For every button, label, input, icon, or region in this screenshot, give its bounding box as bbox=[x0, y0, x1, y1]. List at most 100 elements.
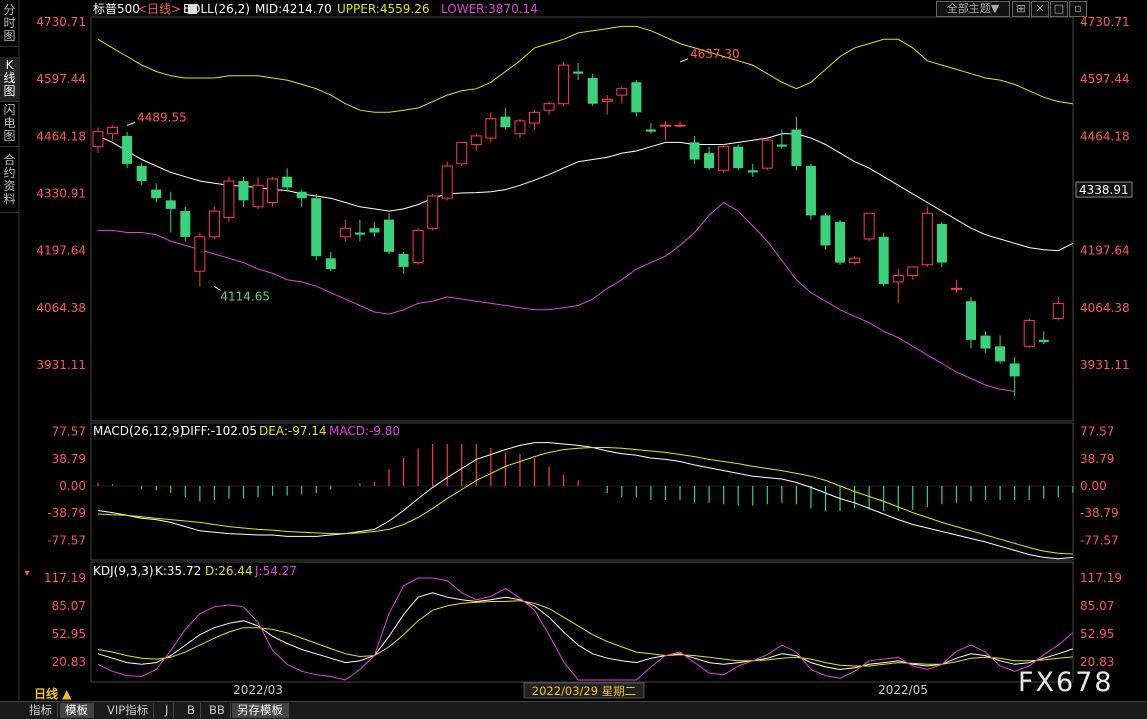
candle-body-up[interactable] bbox=[194, 236, 206, 272]
header-upper: UPPER:4559.26 bbox=[337, 2, 429, 16]
tab-vip-indicator[interactable]: VIP指标 bbox=[102, 703, 155, 718]
candle-body-up[interactable] bbox=[529, 111, 540, 124]
current-price-box bbox=[1075, 181, 1133, 198]
candle-body-up[interactable] bbox=[485, 118, 497, 139]
candle-body-down[interactable] bbox=[1009, 363, 1020, 377]
candle-body-up[interactable] bbox=[252, 184, 264, 208]
candle-body-down[interactable] bbox=[500, 116, 511, 128]
tab-k-chart[interactable]: K线图 bbox=[0, 57, 19, 102]
macd-axis-tick-right: -38.79 bbox=[1080, 506, 1119, 520]
candle-body-down[interactable] bbox=[776, 144, 787, 147]
candle-body-up[interactable] bbox=[659, 124, 671, 127]
candle-body-down[interactable] bbox=[820, 215, 831, 246]
boll-upper-line bbox=[97, 25, 1073, 113]
candle-body-down[interactable] bbox=[747, 170, 758, 173]
candle-body-up[interactable] bbox=[267, 178, 279, 203]
grid-icon[interactable]: ⊞ bbox=[1012, 1, 1030, 17]
candle-body-up[interactable] bbox=[849, 257, 861, 264]
tab-bb[interactable]: BB bbox=[204, 703, 231, 718]
candle-body-up[interactable] bbox=[1023, 320, 1035, 347]
candle-body-down[interactable] bbox=[936, 223, 947, 263]
candle-body-down[interactable] bbox=[878, 236, 889, 285]
candle-body-down[interactable] bbox=[151, 189, 162, 199]
candle-body-up[interactable] bbox=[907, 266, 919, 276]
candle-body-down[interactable] bbox=[384, 219, 394, 252]
candle-body-down[interactable] bbox=[136, 165, 147, 182]
candle-body-down[interactable] bbox=[587, 77, 598, 104]
header-lower: LOWER:3870.14 bbox=[441, 2, 538, 16]
tab-b[interactable]: B bbox=[182, 703, 201, 718]
candle-body-down[interactable] bbox=[966, 301, 976, 340]
candle-body-down[interactable] bbox=[325, 258, 336, 270]
tab-indicator[interactable]: 指标 bbox=[24, 703, 58, 718]
candle-body-up[interactable] bbox=[558, 64, 570, 105]
cursor-date-label: 2022/03/29 星期二 bbox=[532, 684, 636, 698]
tab-time-chart[interactable]: 分时图 bbox=[0, 2, 19, 47]
candle-body-up[interactable] bbox=[107, 126, 119, 135]
candle-body-up[interactable] bbox=[543, 103, 555, 111]
candle-body-down[interactable] bbox=[165, 200, 176, 209]
candle-body-up[interactable] bbox=[456, 141, 468, 165]
current-price-label: 4338.91 bbox=[1079, 183, 1129, 197]
candle-body-down[interactable] bbox=[631, 82, 642, 113]
tab-j[interactable]: J bbox=[160, 703, 175, 718]
candle-body-up[interactable] bbox=[674, 124, 686, 127]
indicator-icon bbox=[188, 4, 197, 14]
candle-body-down[interactable] bbox=[296, 191, 307, 199]
candle-body-up[interactable] bbox=[427, 195, 439, 229]
candle-body-up[interactable] bbox=[514, 120, 526, 135]
period-selector[interactable]: 日线 ▲ bbox=[34, 687, 72, 701]
kdj-menu-icon: ▾ bbox=[24, 568, 29, 579]
candle-body-up[interactable] bbox=[339, 227, 351, 238]
boll-lower-line bbox=[98, 201, 1015, 392]
candle-body-down[interactable] bbox=[282, 176, 293, 188]
kdj-axis-tick-left: 85.07 bbox=[52, 599, 86, 613]
candle-body-down[interactable] bbox=[354, 232, 365, 235]
candle-body-down[interactable] bbox=[645, 129, 656, 132]
candle-body-down[interactable] bbox=[689, 142, 700, 160]
square-icon[interactable]: □ bbox=[1050, 1, 1068, 17]
candle-body-up[interactable] bbox=[863, 212, 875, 240]
candle-body-down[interactable] bbox=[398, 254, 409, 267]
candle-body-up[interactable] bbox=[718, 146, 730, 171]
candle-body-down[interactable] bbox=[805, 165, 816, 216]
candle-body-down[interactable] bbox=[369, 228, 380, 233]
watermark-logo: FX678 bbox=[1018, 667, 1114, 698]
candle-body-up[interactable] bbox=[601, 98, 613, 103]
candle-body-down[interactable] bbox=[180, 211, 191, 237]
candle-body-up[interactable] bbox=[208, 210, 220, 238]
price-axis-tick-left: 4597.44 bbox=[36, 72, 86, 86]
candle-body-down[interactable] bbox=[1038, 339, 1049, 343]
candle-body-up[interactable] bbox=[1052, 302, 1064, 319]
candle-body-down[interactable] bbox=[573, 71, 584, 74]
cross-icon[interactable]: ✕ bbox=[1031, 1, 1049, 17]
candle-body-up[interactable] bbox=[470, 135, 482, 146]
square-icon[interactable]: ▫ bbox=[1069, 1, 1087, 17]
candle-body-up[interactable] bbox=[223, 180, 235, 219]
candle-body-down[interactable] bbox=[995, 346, 1006, 362]
candle-body-down[interactable] bbox=[311, 198, 322, 257]
candle-body-down[interactable] bbox=[122, 135, 133, 164]
price-axis-tick-left: 4064.38 bbox=[36, 301, 86, 315]
candle-body-up[interactable] bbox=[892, 274, 904, 283]
candle-body-down[interactable] bbox=[238, 181, 249, 201]
candle-body-up[interactable] bbox=[441, 165, 453, 199]
theme-dropdown[interactable]: 全部主题▼ bbox=[936, 1, 1010, 17]
candle-body-down[interactable] bbox=[980, 335, 991, 349]
tab-contract-info[interactable]: 合约资料 bbox=[0, 152, 19, 213]
kdj-d-line bbox=[97, 600, 1073, 667]
candle-body-down[interactable] bbox=[704, 153, 715, 169]
candle-body-up[interactable] bbox=[92, 131, 104, 148]
candle-body-down[interactable] bbox=[791, 129, 802, 166]
candle-body-up[interactable] bbox=[950, 287, 962, 290]
tab-flash-chart[interactable]: 闪电图 bbox=[0, 102, 19, 147]
candle-body-down[interactable] bbox=[835, 221, 846, 263]
candle-body-up[interactable] bbox=[412, 229, 424, 264]
candle-body-up[interactable] bbox=[761, 139, 773, 169]
candle-body-down[interactable] bbox=[733, 146, 744, 169]
candle-body-up[interactable] bbox=[616, 88, 628, 96]
tab-template[interactable]: 模板 bbox=[60, 703, 94, 718]
candle-body-up[interactable] bbox=[921, 212, 933, 266]
tab-save-template[interactable]: 另存模板 bbox=[232, 703, 289, 718]
